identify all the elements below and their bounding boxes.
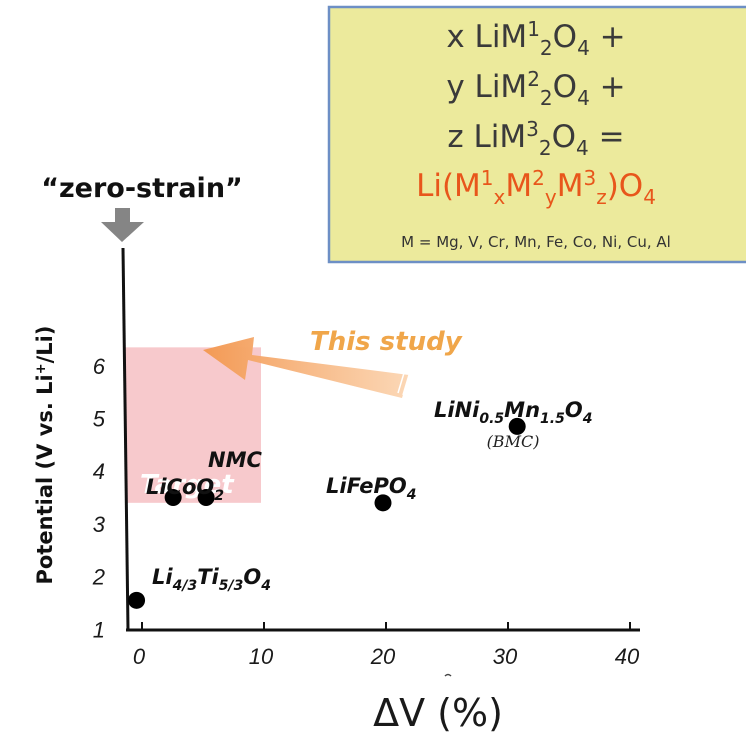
y-tick-label: 3 [93, 512, 106, 537]
point-note-bmc: (BMC) [487, 432, 540, 451]
point-label-nmc: NMC [208, 448, 262, 472]
this-study-arrow [203, 337, 410, 398]
data-point [508, 417, 526, 435]
data-points [128, 417, 526, 609]
x-tick-label: 0 [133, 644, 146, 669]
y-tick-label: 5 [93, 407, 106, 432]
y-axis [121, 247, 130, 631]
x-axis-label: ΔV (%) [373, 691, 503, 735]
x-tick-label: 30 [493, 644, 518, 669]
y-tick-label: 4 [93, 459, 105, 484]
data-point [197, 489, 215, 507]
data-point [128, 591, 146, 609]
x-tick-label: 10 [249, 644, 274, 669]
point-label-lifepo4: LiFePO4 [326, 474, 417, 503]
x-tick-label: 20 [370, 644, 396, 669]
y-tick-label: 6 [93, 354, 106, 379]
zero-strain-label: “zero-strain” [41, 173, 243, 204]
this-study-label: This study [310, 327, 463, 357]
data-point [164, 489, 182, 507]
formula-box: x LiM12O4 + y LiM22O4 + z LiM32O4 = Li(M… [327, 5, 746, 264]
y-ticks: 1 2 3 4 5 6 [92, 354, 106, 643]
y-tick-label: 2 [92, 565, 105, 590]
y-axis-label: Potential (V vs. Li+/Li) [33, 326, 57, 585]
y-tick-label: 1 [93, 617, 105, 642]
zero-strain-arrow [101, 208, 144, 242]
x-tick-label: 40 [615, 644, 640, 669]
formula-note: M = Mg, V, Cr, Mn, Fe, Co, Ni, Cu, Al [401, 233, 671, 251]
small-mark [444, 673, 452, 677]
target-label: Target [140, 470, 235, 500]
data-point [374, 494, 392, 512]
point-label-lto: Li4/3Ti5/3O4 [152, 565, 271, 594]
x-ticks: 0 10 20 30 40 [133, 622, 640, 669]
